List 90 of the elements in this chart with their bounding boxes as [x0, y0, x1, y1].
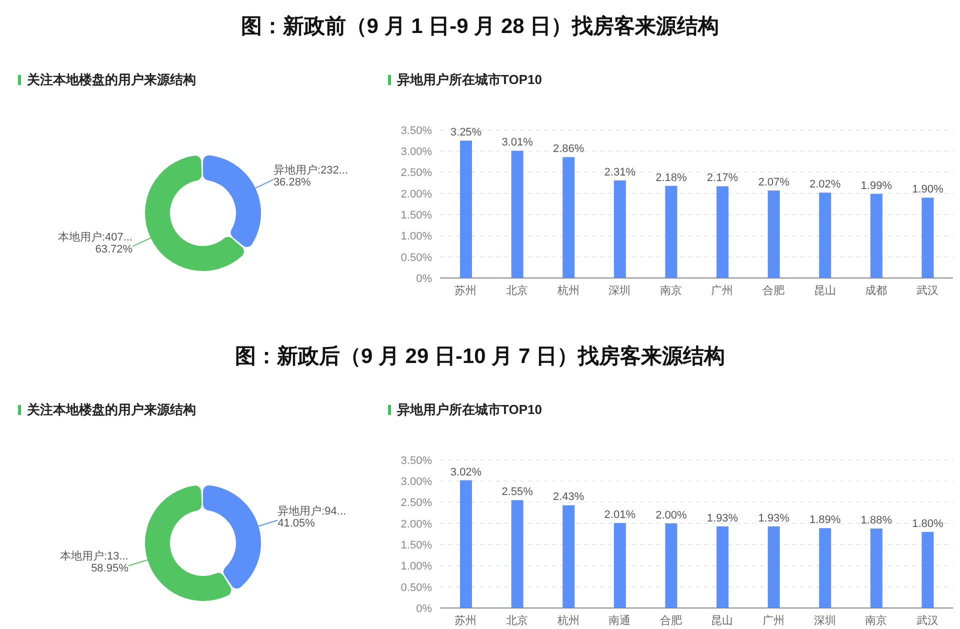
bar [716, 186, 728, 278]
data-label: 1.99% [860, 180, 892, 192]
x-tick-label: 南通 [608, 614, 631, 627]
slice-label: 异地用户:232... [273, 164, 348, 177]
data-label: 1.93% [706, 512, 738, 524]
x-tick-label: 杭州 [556, 284, 580, 297]
data-label: 36.28% [273, 176, 311, 189]
x-tick-label: 广州 [762, 614, 784, 627]
x-tick-label: 合肥 [660, 614, 682, 627]
x-tick-label: 深圳 [814, 614, 836, 627]
bar [460, 480, 472, 608]
data-label: 2.86% [553, 143, 584, 156]
bar [562, 505, 575, 608]
bar [665, 523, 678, 608]
chart-subtitle: 关注本地楼盘的用户来源结构 [27, 401, 196, 419]
y-tick-label: 0% [416, 272, 432, 285]
slice-label: 本地用户:407... [58, 230, 133, 244]
x-tick-label: 成都 [865, 284, 888, 297]
y-tick-label: 0.50% [400, 582, 432, 594]
data-label: 2.55% [502, 486, 534, 498]
y-tick-label: 3.50% [400, 454, 432, 467]
data-label: 58.95% [91, 562, 129, 575]
bar [922, 198, 934, 278]
x-tick-label: 苏州 [454, 614, 477, 627]
data-label: 63.72% [95, 243, 133, 256]
bar [716, 526, 728, 608]
y-tick-label: 3.50% [400, 124, 432, 137]
x-tick-label: 南京 [865, 614, 888, 627]
chart-subtitle: 异地用户所在城市TOP10 [397, 401, 542, 419]
data-label: 2.17% [706, 172, 738, 184]
data-label: 2.01% [604, 509, 636, 522]
x-tick-label: 北京 [506, 284, 528, 297]
data-label: 1.90% [912, 184, 944, 196]
x-tick-label: 武汉 [916, 614, 938, 627]
y-tick-label: 0% [416, 602, 432, 615]
data-label: 2.43% [553, 491, 584, 504]
data-label: 3.02% [450, 466, 482, 478]
slice-label: 本地用户:13... [60, 550, 128, 563]
chart-title: 图：新政后（9 月 29 日-10 月 7 日）找房客来源结构 [234, 344, 726, 370]
bar [870, 528, 882, 608]
chart-subtitle: 异地用户所在城市TOP10 [397, 71, 542, 89]
bar [511, 150, 524, 278]
x-tick-label: 杭州 [556, 614, 580, 627]
x-tick-label: 北京 [506, 614, 528, 627]
bar [614, 523, 626, 608]
bar [870, 194, 882, 278]
x-tick-label: 苏州 [454, 284, 477, 297]
bar [819, 528, 832, 608]
data-label: 3.01% [502, 136, 534, 149]
bar [562, 157, 575, 278]
y-tick-label: 2.00% [400, 518, 432, 530]
data-label: 2.00% [656, 509, 688, 522]
y-tick-label: 1.00% [400, 230, 432, 243]
bar [511, 500, 524, 608]
bar [614, 180, 626, 278]
data-label: 1.93% [758, 512, 790, 524]
y-tick-label: 1.50% [400, 539, 432, 552]
y-tick-label: 3.00% [400, 146, 432, 158]
x-tick-label: 南京 [660, 284, 682, 297]
x-tick-label: 深圳 [608, 284, 631, 297]
y-tick-label: 2.00% [400, 188, 432, 200]
data-label: 2.02% [810, 178, 841, 191]
y-tick-label: 3.00% [400, 476, 432, 488]
x-tick-label: 昆山 [814, 284, 836, 297]
x-tick-label: 武汉 [916, 284, 938, 297]
bar [819, 192, 832, 278]
x-tick-label: 昆山 [711, 614, 734, 627]
bar [922, 532, 934, 608]
bar [768, 526, 780, 608]
chart-subtitle: 关注本地楼盘的用户来源结构 [27, 71, 196, 89]
x-tick-label: 合肥 [762, 284, 784, 297]
bar [665, 186, 678, 278]
data-label: 41.05% [278, 517, 316, 530]
chart-title: 图：新政前（9 月 1 日-9 月 28 日）找房客来源结构 [240, 14, 720, 40]
y-tick-label: 2.50% [400, 167, 432, 180]
data-label: 2.18% [656, 172, 688, 184]
slice-label: 异地用户:94... [278, 504, 346, 518]
data-label: 3.25% [450, 126, 482, 139]
data-label: 1.88% [860, 514, 892, 527]
x-tick-label: 广州 [711, 284, 734, 297]
data-label: 1.80% [912, 518, 944, 530]
data-label: 2.31% [604, 166, 636, 178]
data-label: 1.89% [810, 514, 841, 526]
y-tick-label: 2.50% [400, 497, 432, 510]
y-tick-label: 1.00% [400, 560, 432, 573]
bar [768, 190, 780, 278]
data-label: 2.07% [758, 176, 790, 188]
y-tick-label: 0.50% [400, 252, 432, 264]
y-tick-label: 1.50% [400, 209, 432, 222]
bar [460, 140, 472, 278]
